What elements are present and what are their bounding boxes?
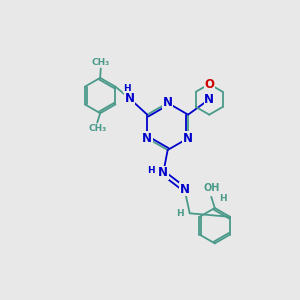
Text: H: H <box>219 194 227 203</box>
Text: N: N <box>183 132 193 145</box>
Text: H: H <box>147 166 155 175</box>
Text: H: H <box>123 84 131 93</box>
Text: O: O <box>204 77 214 91</box>
Text: CH₃: CH₃ <box>92 58 110 67</box>
Text: N: N <box>142 132 152 145</box>
Text: OH: OH <box>203 183 219 193</box>
Text: CH₃: CH₃ <box>88 124 106 133</box>
Text: N: N <box>204 93 214 106</box>
Text: H: H <box>176 209 183 218</box>
Text: N: N <box>158 167 168 179</box>
Text: N: N <box>179 183 190 196</box>
Text: N: N <box>124 92 135 105</box>
Text: N: N <box>163 96 173 110</box>
